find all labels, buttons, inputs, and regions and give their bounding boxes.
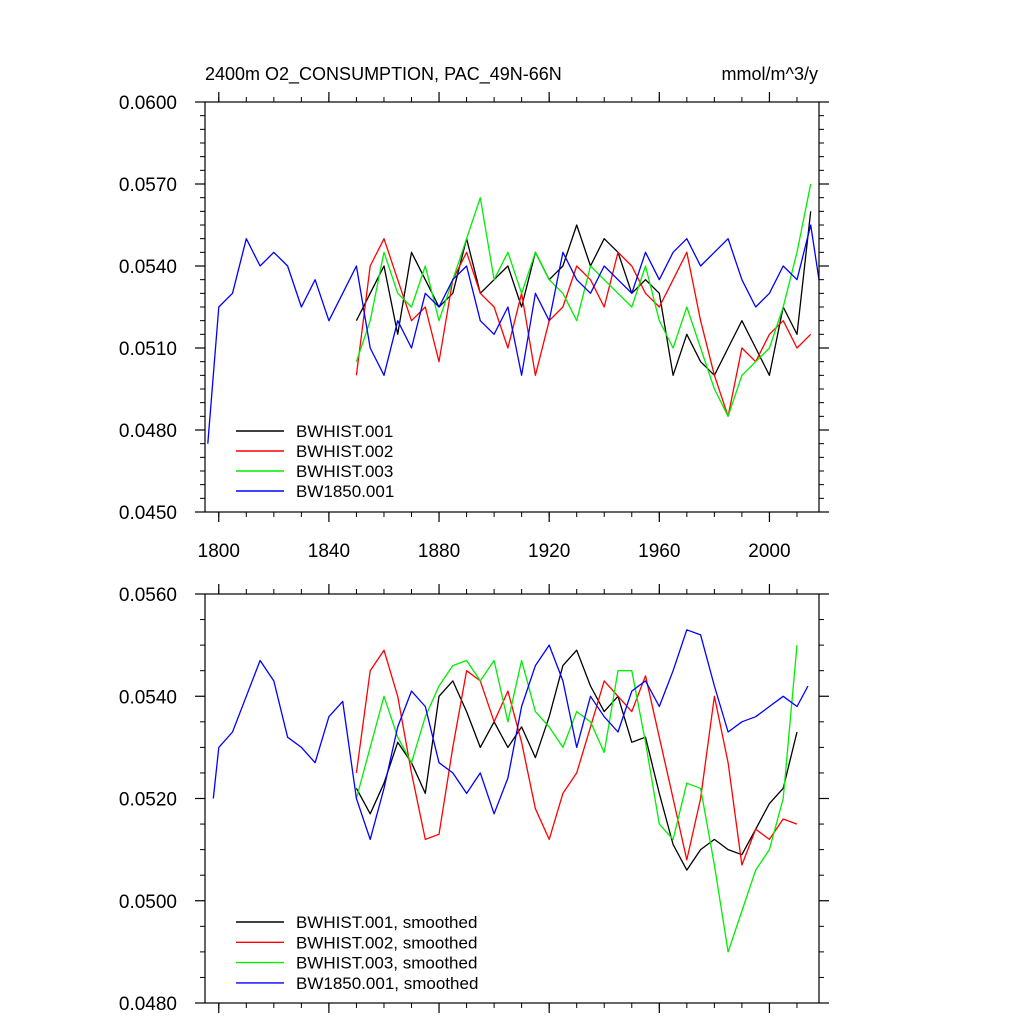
x-tick-label: 2000 <box>748 541 790 562</box>
series-line-4 <box>207 224 820 444</box>
chart-panel-2: 0.0480 0.0500 0.0520 0.0540 0.0560 BWHIST.001… <box>119 584 829 1015</box>
y-tick-label: 0.0540 <box>119 257 177 278</box>
y-tick-label: 0.0480 <box>119 994 177 1015</box>
chart-units: mmol/m^3/y <box>722 64 818 84</box>
x-tick-label: 1880 <box>418 541 460 562</box>
chart-panel-1: 0.0450 0.0480 0.0510 0.0540 0.0570 0.0600 1800… <box>119 64 829 562</box>
chart-title: 2400m O2_CONSUMPTION, PAC_49N-66N <box>205 64 562 85</box>
y-tick-label: 0.0450 <box>119 503 177 524</box>
series-line-2 <box>355 649 798 866</box>
legend-label: BWHIST.001, smoothed <box>296 913 477 932</box>
legend-label: BWHIST.002 <box>296 442 393 461</box>
x-tick-label: 1840 <box>308 541 350 562</box>
legend-label: BW1850.001 <box>296 482 394 501</box>
y-tick-label: 0.0500 <box>119 892 177 913</box>
series-line-3 <box>355 183 812 417</box>
y-tick-label: 0.0510 <box>119 339 177 360</box>
legend-label: BWHIST.003, smoothed <box>296 954 477 973</box>
y-tick-label: 0.0480 <box>119 421 177 442</box>
x-tick-label: 1800 <box>198 541 240 562</box>
legend-label: BWHIST.002, smoothed <box>296 933 477 952</box>
legend-label: BWHIST.003 <box>296 462 393 481</box>
series-line-1 <box>355 649 798 871</box>
y-tick-label: 0.0520 <box>119 790 177 811</box>
y-tick-label: 0.0570 <box>119 175 177 196</box>
y-tick-label: 0.0540 <box>119 687 177 708</box>
series-line-2 <box>355 238 812 417</box>
x-tick-label: 1920 <box>528 541 570 562</box>
legend-label: BW1850.001, smoothed <box>296 974 478 993</box>
y-tick-label: 0.0560 <box>119 585 177 606</box>
y-tick-label: 0.0600 <box>119 93 177 114</box>
legend-label: BWHIST.001 <box>296 422 393 441</box>
series-line-4 <box>212 629 809 841</box>
series-line-3 <box>355 645 798 953</box>
x-tick-label: 1960 <box>638 541 680 562</box>
